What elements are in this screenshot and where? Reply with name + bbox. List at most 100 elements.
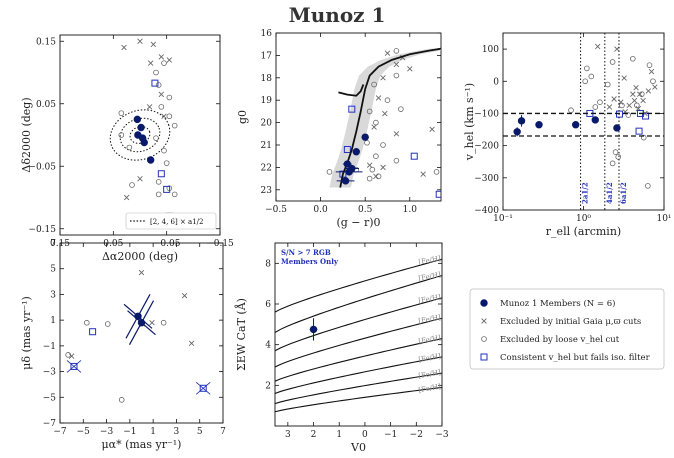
- excluded-velocity-point: [625, 112, 632, 118]
- y-tick-label: −7: [43, 419, 57, 429]
- excluded-velocity-point: [160, 319, 167, 326]
- metallicity-label: [Fe/H] = −0.5: [418, 250, 468, 267]
- excluded-velocity-point: [166, 94, 173, 101]
- excluded-velocity-point: [609, 59, 616, 65]
- plot-area: 2a1/2 4a1/2 6a1/2: [503, 33, 664, 210]
- excluded-velocity-point: [568, 107, 574, 114]
- x-axis-label: (g − r)0: [336, 216, 380, 229]
- excluded-velocity-point: [153, 135, 159, 141]
- excluded-gaia-point: [380, 75, 386, 81]
- excluded-gaia-point: [393, 61, 400, 68]
- excluded-gaia-point: [633, 84, 639, 91]
- excluded-gaia-point: [123, 194, 130, 201]
- metallicity-label: [Fe/H] = −4.0: [418, 378, 468, 395]
- x-tick-label: 0.5: [358, 205, 373, 215]
- excluded-velocity-point: [375, 173, 382, 180]
- excluded-velocity-point: [393, 157, 400, 164]
- y-tick-label: 18: [261, 74, 273, 84]
- excluded-gaia-point: [121, 44, 127, 51]
- plot-area: [65, 269, 211, 403]
- legend-marker-member: [480, 299, 488, 307]
- legend-entry: Munoz 1 Members (N = 6): [480, 298, 615, 309]
- x-tick-label: −0.05: [153, 239, 181, 249]
- excluded-velocity-point: [155, 82, 162, 88]
- excluded-gaia-point: [150, 41, 157, 48]
- y-tick-label: −100: [474, 109, 499, 119]
- y-tick-label: 22: [261, 163, 272, 173]
- y-tick-label: 1: [50, 316, 56, 326]
- iso-filter-point: [642, 112, 650, 120]
- annotation-text: Members Only: [281, 257, 339, 266]
- y-tick-label: −0.05: [28, 162, 56, 172]
- excluded-velocity-point: [83, 319, 90, 326]
- x-tick-label: −3: [435, 430, 449, 440]
- member-point: [140, 138, 148, 147]
- excluded-velocity-point: [639, 91, 645, 97]
- y-tick-label: −200: [474, 142, 499, 152]
- iso-filter-point: [348, 105, 356, 113]
- excluded-velocity-point: [380, 142, 386, 148]
- excluded-gaia-point: [384, 50, 391, 56]
- metallicity-curve: [275, 275, 442, 333]
- legend-marker-circle: [481, 336, 487, 342]
- excluded-velocity-point: [158, 104, 165, 110]
- excluded-gaia-point: [606, 104, 613, 110]
- radius-line-label: 4a1/2: [605, 182, 614, 204]
- y-axis-label: v_hel (km s⁻¹): [463, 83, 476, 161]
- x-tick-label: −5: [77, 427, 91, 437]
- excluded-gaia-point: [611, 96, 617, 102]
- x-tick-label: 10¹: [656, 214, 671, 224]
- excluded-gaia-point: [371, 124, 377, 130]
- excluded-gaia-point: [146, 104, 153, 110]
- y-tick-label: −0.15: [28, 225, 56, 235]
- x-axis-label: V0: [350, 441, 366, 454]
- y-tick-label: 0.05: [36, 100, 56, 110]
- figure-legend: Munoz 1 Members (N = 6) Excluded by initi…: [469, 288, 665, 370]
- metallicity-curve: [275, 356, 442, 394]
- y-tick-label: 2: [265, 381, 271, 391]
- x-tick-label: −0.15: [206, 239, 234, 249]
- y-tick-label: −3: [43, 368, 57, 378]
- legend-marker-cross: [481, 318, 487, 324]
- radius-line-label: 2a1/2: [581, 182, 590, 204]
- half-light-ellipse: [119, 117, 161, 153]
- excluded-gaia-point: [393, 131, 400, 137]
- excluded-velocity-point: [104, 321, 111, 327]
- excluded-gaia-point: [621, 75, 627, 81]
- member-point: [571, 121, 580, 129]
- x-tick-label: 1: [336, 430, 342, 440]
- y-tick-label: 5: [50, 265, 56, 275]
- metallicity-curve: [275, 338, 442, 382]
- excluded-gaia-point: [652, 84, 658, 90]
- x-tick-label: 2: [311, 430, 317, 440]
- metallicity-label: [Fe/H] = −1.0: [418, 266, 468, 283]
- excluded-velocity-point: [364, 139, 370, 146]
- excluded-velocity-point: [393, 72, 400, 79]
- excluded-gaia-point: [137, 176, 143, 182]
- axes-frame: [274, 242, 443, 427]
- legend-label: Excluded by loose v_hel cut: [500, 335, 620, 345]
- y-tick-label: 17: [261, 51, 273, 61]
- excluded-gaia-point: [188, 340, 195, 347]
- panel-cmd: −0.5 0.0 0.5 1.0 16 17 18 19 20 21 22 23 (g − r)0 g0: [236, 29, 442, 229]
- excluded-gaia-point: [630, 91, 636, 97]
- member-point: [517, 117, 526, 125]
- excluded-velocity-point: [366, 175, 373, 182]
- excluded-velocity-point: [326, 169, 333, 175]
- excluded-velocity-point: [645, 183, 651, 189]
- excluded-velocity-point: [118, 132, 125, 138]
- plot-area: [Fe/H] = −0.5[Fe/H] = −1.0 [Fe/H] = −1.5 […: [275, 250, 468, 413]
- metallicity-label: [Fe/H] = −2.0: [418, 309, 468, 326]
- y-tick-label: 0: [493, 77, 499, 87]
- iso-filter-errorbar: [66, 360, 82, 373]
- plot-area: [109, 38, 178, 220]
- excluded-gaia-point: [147, 60, 154, 66]
- member-point: [133, 115, 142, 124]
- y-tick-label: −300: [474, 174, 499, 184]
- excluded-gaia-point: [382, 110, 388, 117]
- member-point: [535, 121, 543, 129]
- excluded-gaia-point: [181, 292, 188, 299]
- x-tick-label: 5: [197, 427, 203, 437]
- radius-line-label: 6a1/2: [619, 182, 628, 204]
- iso-filter-point: [343, 145, 351, 153]
